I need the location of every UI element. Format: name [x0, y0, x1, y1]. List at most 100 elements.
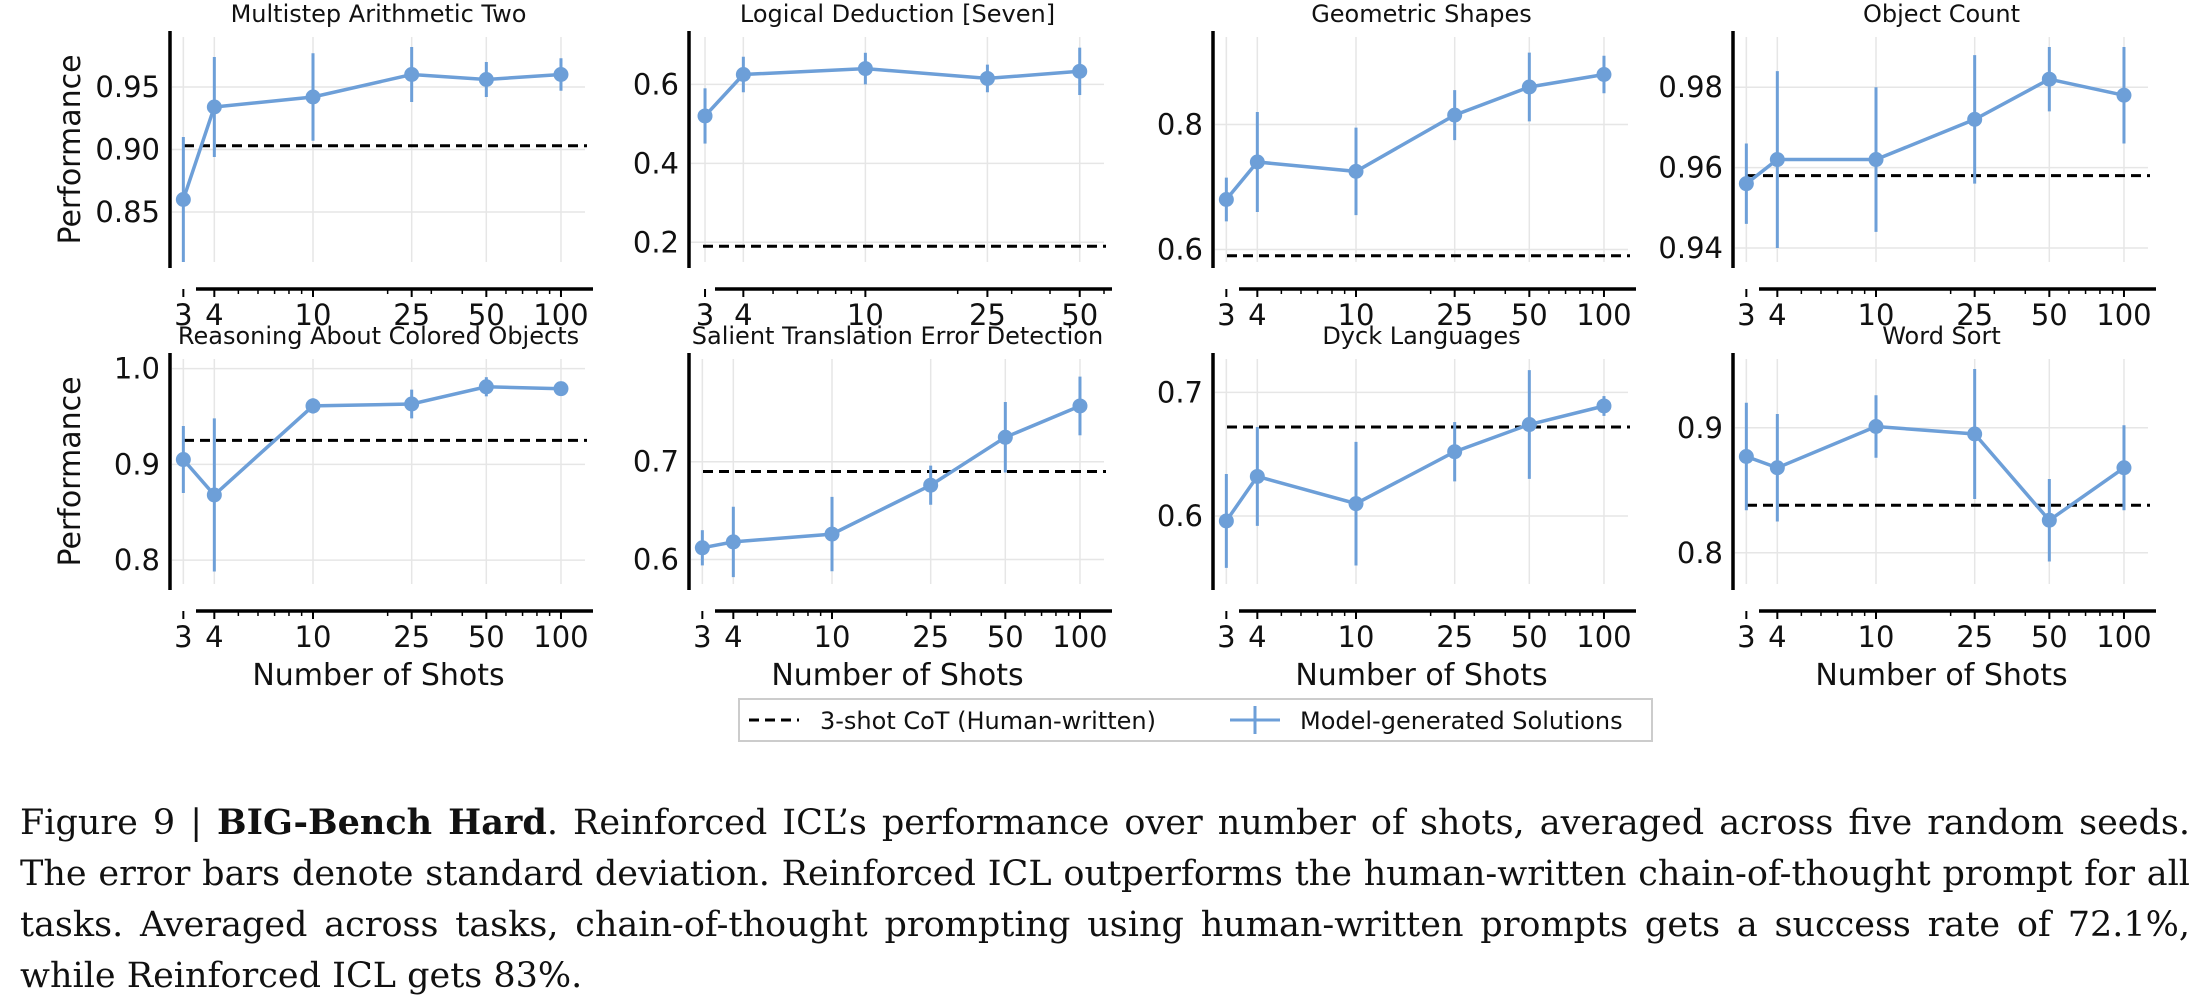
- subplot-3: 3 4 10 25 50 100 0.6 0.8 Geometric Shapes: [1157, 0, 1636, 332]
- series-line: [1224, 404, 1605, 522]
- subplot-title: Multistep Arithmetic Two: [231, 0, 527, 28]
- y-tick-label-2: 0.90: [95, 133, 160, 167]
- x-tick-label-5: 50: [1061, 298, 1098, 332]
- x-tick-label-4: 25: [1956, 298, 1993, 332]
- x-tick-label-2: 4: [724, 620, 742, 654]
- data-point-4: [1967, 111, 1983, 127]
- data-point-4: [404, 396, 420, 412]
- series-line: [1224, 72, 1605, 201]
- x-tick-label-2: 4: [205, 298, 223, 332]
- data-point-1: [175, 192, 191, 207]
- data-point-3: [824, 526, 840, 542]
- data-point-6: [1596, 398, 1612, 414]
- x-tick-label-1: 3: [1217, 620, 1235, 654]
- data-point-2: [1249, 468, 1265, 484]
- subplot-8: 3 4 10 25 50 100 0.8 0.9 Word Sort Number of Shot…: [1677, 322, 2156, 693]
- y-tick-label-2: 0.96: [1658, 151, 1723, 185]
- x-tick-label-3: 10: [295, 620, 332, 654]
- series-line: [701, 404, 1081, 550]
- data-point-1: [1218, 513, 1234, 529]
- x-tick-label-1: 3: [696, 298, 714, 332]
- subplot-2: 3 4 10 25 50 0.2 0.4 0.6 Logical Deduction [Seve…: [633, 0, 1112, 332]
- data-point-2: [1769, 152, 1785, 168]
- y-tick-label-1: 0.6: [1157, 233, 1203, 267]
- data-point-1: [175, 452, 191, 468]
- legend-baseline-label: 3-shot CoT (Human-written): [820, 707, 1156, 735]
- x-axis-label: Number of Shots: [771, 658, 1023, 693]
- x-tick-label-5: 50: [468, 620, 505, 654]
- y-axis-label: Performance: [53, 376, 88, 566]
- x-tick-label-1: 3: [693, 620, 711, 654]
- data-point-2: [735, 67, 751, 82]
- data-point-6: [553, 381, 569, 397]
- x-tick-label-5: 50: [987, 620, 1024, 654]
- y-tick-label-1: 0.8: [114, 543, 160, 577]
- x-tick-label-2: 4: [205, 620, 223, 654]
- data-point-6: [1596, 67, 1612, 82]
- x-tick-label-4: 25: [1956, 620, 1993, 654]
- y-tick-label-3: 0.6: [633, 67, 679, 101]
- x-tick-label-4: 25: [1436, 620, 1473, 654]
- y-tick-label-2: 0.4: [633, 146, 679, 180]
- data-point-5: [478, 379, 494, 395]
- y-tick-label-2: 0.9: [1677, 411, 1723, 445]
- subplot-4: 3 4 10 25 50 100 0.94 0.96 0.98 Object Count: [1658, 0, 2156, 332]
- x-axis-label: Number of Shots: [1295, 658, 1547, 693]
- data-point-2: [206, 99, 222, 115]
- data-point-6: [2116, 460, 2132, 476]
- x-tick-label-4: 25: [969, 298, 1006, 332]
- series-line: [181, 385, 562, 498]
- caption-text: . Reinforced ICL’s performance over numb…: [20, 803, 2190, 996]
- data-point-3: [1348, 163, 1364, 179]
- subplot-title: Logical Deduction [Seven]: [740, 0, 1055, 28]
- x-tick-label-6: 100: [1576, 620, 1631, 654]
- x-tick-label-5: 50: [468, 298, 505, 332]
- data-point-2: [206, 487, 222, 503]
- y-tick-label-1: 0.2: [633, 225, 679, 259]
- legend-frame: [738, 698, 1653, 742]
- y-tick-label-2: 0.7: [1157, 375, 1203, 409]
- x-tick-label-5: 50: [1511, 620, 1548, 654]
- x-tick-label-3: 10: [814, 620, 851, 654]
- data-point-2: [1249, 154, 1265, 170]
- caption-bold: BIG-Bench Hard: [217, 802, 547, 843]
- series-line: [703, 66, 1080, 118]
- subplot-title: Dyck Languages: [1322, 322, 1520, 350]
- data-point-1: [1218, 192, 1234, 207]
- data-point-2: [725, 534, 741, 550]
- data-point-1: [694, 540, 710, 556]
- data-point-5: [2041, 71, 2057, 87]
- x-tick-label-1: 3: [174, 298, 192, 332]
- y-tick-label-3: 0.95: [95, 70, 160, 104]
- figure-caption: Figure 9 | BIG-Bench Hard. Reinforced IC…: [20, 797, 2190, 1002]
- y-tick-label-3: 1.0: [114, 352, 160, 386]
- data-point-5: [2041, 512, 2057, 528]
- x-tick-label-3: 10: [1858, 298, 1895, 332]
- data-point-4: [979, 70, 995, 86]
- data-point-4: [1967, 426, 1983, 442]
- subplot-title: Word Sort: [1882, 322, 2001, 350]
- subplot-title: Object Count: [1863, 0, 2020, 28]
- y-tick-label-1: 0.6: [1157, 499, 1203, 533]
- x-tick-label-2: 4: [1248, 298, 1266, 332]
- x-tick-label-6: 100: [2096, 298, 2151, 332]
- data-point-3: [305, 89, 321, 105]
- x-tick-label-6: 100: [1052, 620, 1107, 654]
- x-tick-label-2: 4: [1248, 620, 1266, 654]
- data-point-6: [1072, 398, 1088, 414]
- data-point-3: [1868, 152, 1884, 168]
- x-tick-label-3: 10: [1858, 620, 1895, 654]
- x-tick-label-6: 100: [1576, 298, 1631, 332]
- data-point-5: [1521, 79, 1537, 95]
- x-tick-label-1: 3: [1737, 298, 1755, 332]
- x-tick-label-6: 100: [2096, 620, 2151, 654]
- x-tick-label-1: 3: [174, 620, 192, 654]
- data-point-1: [1738, 176, 1754, 192]
- y-tick-label-2: 0.9: [114, 447, 160, 481]
- subplot-5: 3 4 10 25 50 100 0.8 0.9 1.0 Reasoning About Colo…: [53, 322, 593, 693]
- subplot-1: 3 4 10 25 50 100 0.85 0.90 0.95 Multistep Arithme…: [53, 0, 593, 332]
- y-tick-label-2: 0.8: [1157, 108, 1203, 142]
- data-point-3: [1348, 496, 1364, 512]
- subplot-6: 3 4 10 25 50 100 0.6 0.7 Salient Translation Err…: [633, 322, 1112, 693]
